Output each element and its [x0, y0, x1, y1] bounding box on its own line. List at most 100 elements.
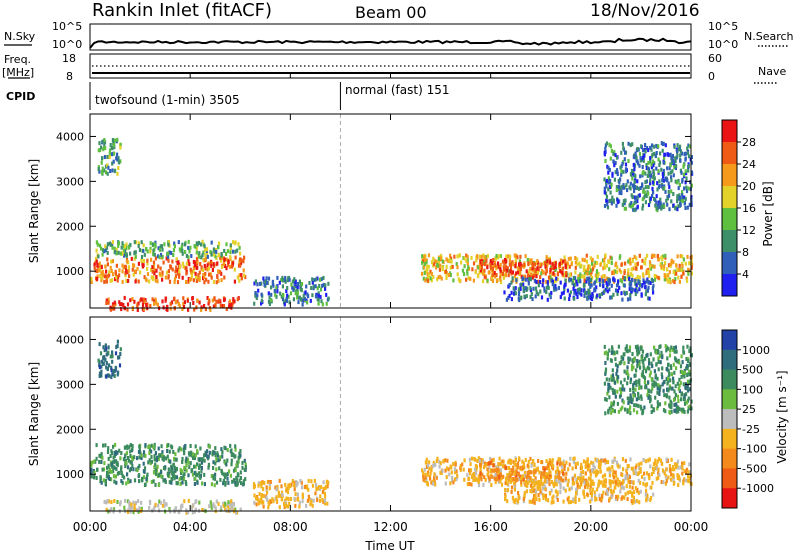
data-cell — [636, 199, 639, 204]
data-cell — [127, 269, 130, 274]
data-cell — [455, 477, 458, 482]
colorbar-swatch — [722, 330, 737, 351]
data-cell — [661, 257, 664, 262]
data-cell — [634, 387, 637, 392]
data-cell — [599, 461, 602, 466]
data-cell — [103, 249, 106, 254]
data-cell — [224, 507, 227, 512]
data-cell — [591, 468, 594, 473]
data-cell — [585, 290, 588, 295]
data-cell — [214, 446, 217, 451]
data-cell — [127, 278, 130, 283]
data-cell — [585, 478, 588, 483]
data-cell — [631, 352, 634, 356]
data-cell — [550, 265, 553, 270]
data-cell — [688, 470, 691, 475]
data-cell — [612, 271, 615, 275]
data-cell — [162, 465, 166, 470]
data-cell — [678, 279, 681, 284]
data-cell — [90, 467, 93, 472]
data-cell — [630, 287, 633, 291]
data-cell — [109, 454, 112, 459]
data-cell — [126, 446, 129, 451]
data-cell — [536, 266, 539, 271]
data-cell — [559, 485, 562, 490]
colorbar-swatch — [722, 349, 737, 371]
data-cell — [680, 170, 683, 175]
data-cell — [612, 388, 615, 393]
power-ylabel: Slant Range [km] — [27, 159, 41, 263]
data-cell — [629, 480, 632, 485]
data-cell — [203, 263, 206, 268]
data-cell — [304, 290, 307, 295]
data-cell — [469, 462, 472, 467]
data-cell — [615, 168, 619, 173]
data-cell — [653, 467, 656, 472]
data-cell — [141, 306, 144, 311]
data-cell — [134, 269, 137, 274]
data-cell — [635, 276, 638, 281]
data-cell — [429, 471, 432, 476]
data-cell — [631, 491, 634, 496]
data-cell — [649, 196, 652, 201]
data-cell — [187, 239, 190, 244]
data-cell — [213, 296, 216, 301]
data-cell — [149, 249, 152, 254]
data-cell — [141, 478, 144, 483]
data-cell — [182, 301, 185, 306]
data-cell — [513, 291, 516, 296]
data-cell — [610, 494, 613, 499]
data-cell — [682, 271, 685, 276]
data-cell — [688, 144, 691, 149]
data-cell — [159, 244, 162, 249]
data-cell — [105, 279, 108, 284]
data-cell — [240, 276, 243, 281]
data-cell — [616, 291, 619, 296]
data-cell — [530, 273, 533, 278]
data-cell — [97, 254, 100, 259]
data-cell — [559, 477, 563, 482]
data-cell — [617, 375, 620, 380]
data-cell — [669, 170, 672, 175]
data-cell — [208, 444, 211, 449]
data-cell — [289, 497, 293, 501]
data-cell — [269, 480, 272, 484]
data-cell — [631, 176, 634, 181]
data-cell — [164, 480, 167, 484]
data-cell — [107, 456, 110, 461]
data-cell — [624, 261, 627, 266]
data-cell — [683, 461, 686, 466]
data-cell — [556, 466, 559, 471]
data-cell — [476, 274, 480, 279]
data-cell — [218, 466, 221, 471]
data-cell — [238, 260, 241, 265]
data-cell — [105, 474, 108, 479]
data-cell — [512, 262, 515, 267]
data-cell — [201, 481, 204, 486]
data-cell — [516, 270, 520, 275]
data-cell — [111, 245, 114, 250]
data-cell — [433, 262, 436, 267]
nave-tick-bottom: 0 — [708, 70, 715, 83]
data-cell — [614, 269, 617, 274]
data-cell — [573, 290, 576, 295]
data-cell — [103, 138, 106, 142]
data-cell — [622, 352, 625, 357]
data-cell — [619, 489, 622, 494]
data-cell — [589, 293, 592, 298]
data-cell — [200, 265, 203, 270]
data-cell — [206, 296, 209, 300]
data-cell — [172, 450, 175, 454]
data-cell — [178, 264, 181, 269]
data-cell — [653, 161, 656, 166]
data-cell — [576, 257, 579, 262]
data-cell — [472, 278, 475, 283]
data-cell — [520, 282, 523, 287]
data-cell — [219, 258, 222, 263]
data-cell — [662, 388, 665, 393]
data-cell — [666, 202, 669, 207]
data-cell — [645, 163, 648, 167]
data-cell — [138, 479, 141, 484]
data-cell — [604, 159, 607, 163]
data-cell — [104, 146, 107, 150]
